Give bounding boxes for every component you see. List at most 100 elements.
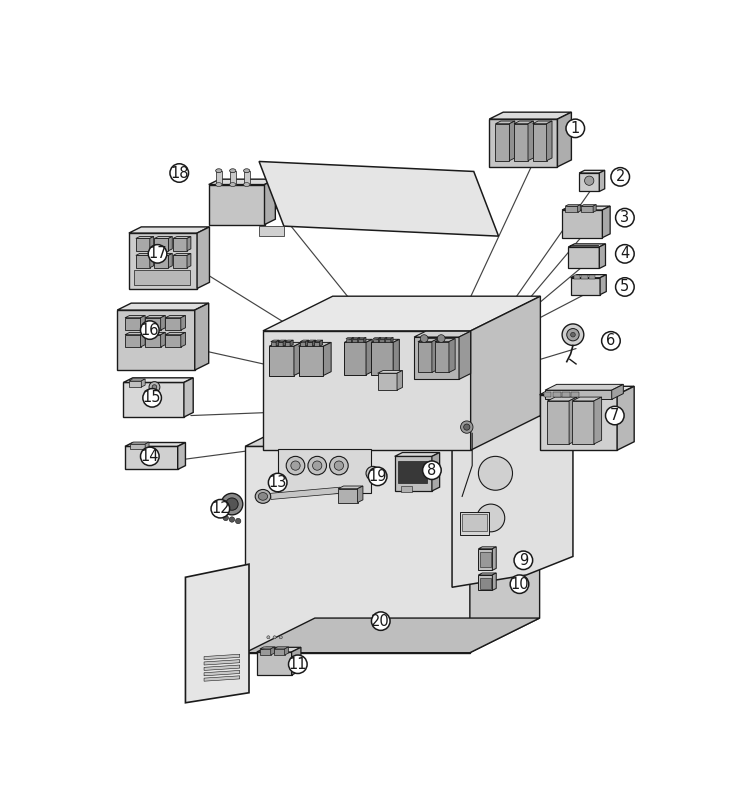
Polygon shape bbox=[566, 205, 581, 206]
Polygon shape bbox=[165, 332, 186, 334]
Circle shape bbox=[170, 164, 189, 182]
Polygon shape bbox=[493, 573, 496, 590]
Polygon shape bbox=[141, 332, 145, 347]
Polygon shape bbox=[528, 121, 533, 161]
Polygon shape bbox=[393, 339, 399, 374]
Polygon shape bbox=[125, 442, 186, 446]
Polygon shape bbox=[562, 210, 602, 238]
Circle shape bbox=[289, 655, 307, 674]
Polygon shape bbox=[161, 315, 165, 330]
Circle shape bbox=[149, 382, 160, 393]
Polygon shape bbox=[173, 254, 191, 255]
Circle shape bbox=[566, 119, 584, 138]
Circle shape bbox=[438, 334, 445, 342]
FancyArrow shape bbox=[271, 487, 341, 499]
Circle shape bbox=[152, 385, 156, 390]
Polygon shape bbox=[145, 318, 161, 330]
Polygon shape bbox=[187, 237, 191, 250]
Text: 2: 2 bbox=[616, 170, 625, 184]
Text: 8: 8 bbox=[427, 462, 436, 478]
Circle shape bbox=[423, 461, 441, 479]
Bar bbox=[229, 171, 236, 186]
Circle shape bbox=[273, 636, 276, 639]
Circle shape bbox=[510, 575, 529, 594]
Polygon shape bbox=[364, 338, 366, 342]
Polygon shape bbox=[123, 378, 193, 382]
Polygon shape bbox=[578, 205, 581, 212]
Circle shape bbox=[279, 636, 282, 639]
Polygon shape bbox=[569, 397, 577, 444]
Circle shape bbox=[602, 332, 620, 350]
Polygon shape bbox=[209, 179, 275, 185]
Polygon shape bbox=[557, 112, 572, 167]
Bar bbox=[574, 274, 580, 279]
Ellipse shape bbox=[229, 169, 236, 173]
Polygon shape bbox=[271, 647, 274, 655]
Polygon shape bbox=[129, 379, 145, 381]
Polygon shape bbox=[547, 401, 569, 444]
Circle shape bbox=[223, 515, 229, 521]
Text: 13: 13 bbox=[268, 475, 287, 490]
Circle shape bbox=[308, 456, 326, 475]
Circle shape bbox=[211, 499, 229, 518]
Polygon shape bbox=[540, 394, 617, 450]
Polygon shape bbox=[532, 121, 552, 124]
Polygon shape bbox=[514, 121, 533, 124]
Polygon shape bbox=[594, 397, 602, 444]
Polygon shape bbox=[545, 384, 623, 390]
Bar bbox=[572, 393, 579, 397]
Circle shape bbox=[616, 245, 634, 263]
Polygon shape bbox=[256, 652, 292, 675]
Polygon shape bbox=[204, 665, 240, 670]
Circle shape bbox=[460, 421, 473, 434]
Polygon shape bbox=[569, 244, 605, 247]
Polygon shape bbox=[168, 254, 172, 268]
Circle shape bbox=[143, 389, 162, 407]
Polygon shape bbox=[141, 379, 145, 387]
Ellipse shape bbox=[258, 493, 268, 500]
Polygon shape bbox=[545, 390, 611, 399]
Polygon shape bbox=[177, 442, 186, 470]
Text: 3: 3 bbox=[620, 210, 629, 225]
Polygon shape bbox=[197, 227, 210, 289]
Circle shape bbox=[370, 470, 376, 476]
Polygon shape bbox=[173, 237, 191, 238]
Polygon shape bbox=[449, 338, 455, 373]
Polygon shape bbox=[435, 338, 455, 342]
Polygon shape bbox=[600, 274, 606, 294]
Text: 1: 1 bbox=[571, 121, 580, 136]
Polygon shape bbox=[161, 332, 165, 347]
Polygon shape bbox=[338, 489, 357, 502]
Circle shape bbox=[313, 461, 322, 470]
Polygon shape bbox=[371, 342, 393, 374]
Polygon shape bbox=[141, 315, 145, 330]
Bar bbox=[553, 393, 560, 397]
Polygon shape bbox=[579, 170, 605, 173]
Polygon shape bbox=[351, 338, 353, 342]
Polygon shape bbox=[145, 334, 161, 347]
Polygon shape bbox=[271, 340, 279, 342]
Polygon shape bbox=[459, 331, 471, 379]
Polygon shape bbox=[204, 676, 240, 682]
Ellipse shape bbox=[255, 490, 271, 503]
Polygon shape bbox=[125, 334, 141, 347]
Polygon shape bbox=[285, 340, 293, 342]
Polygon shape bbox=[344, 339, 372, 342]
Polygon shape bbox=[395, 456, 432, 491]
Polygon shape bbox=[256, 647, 301, 652]
Polygon shape bbox=[294, 342, 302, 375]
Polygon shape bbox=[581, 206, 593, 212]
Bar bbox=[278, 449, 371, 494]
Circle shape bbox=[464, 424, 470, 430]
Polygon shape bbox=[547, 121, 552, 161]
Circle shape bbox=[420, 334, 428, 342]
Bar bbox=[480, 578, 491, 589]
Polygon shape bbox=[129, 227, 210, 233]
Polygon shape bbox=[154, 238, 168, 250]
Polygon shape bbox=[129, 444, 145, 449]
Polygon shape bbox=[154, 255, 168, 268]
Polygon shape bbox=[269, 342, 302, 346]
Polygon shape bbox=[245, 618, 540, 653]
Polygon shape bbox=[276, 340, 279, 346]
Polygon shape bbox=[184, 378, 193, 417]
